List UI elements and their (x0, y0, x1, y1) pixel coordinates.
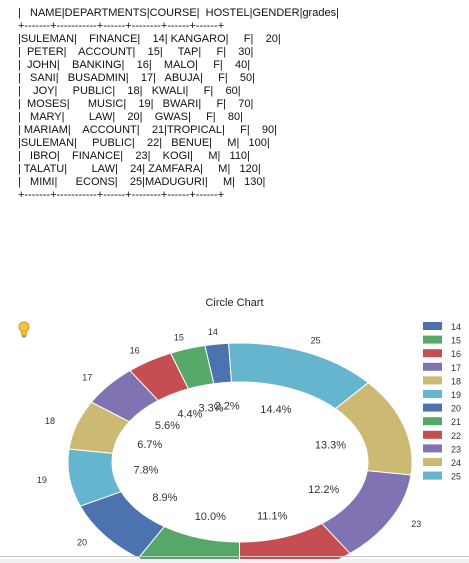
legend-swatch (423, 444, 442, 453)
table-line: | MARY| LAW| 20| GWAS| F| 80| (18, 111, 243, 123)
legend-label: 15 (451, 336, 461, 346)
outer-label: 23 (411, 519, 421, 529)
legend-label: 22 (451, 431, 461, 441)
table-header-line: | NAME|DEPARTMENTS|COURSE| HOSTEL|GENDER… (18, 7, 339, 19)
legend-label: 24 (451, 458, 461, 468)
outer-label: 15 (174, 332, 184, 342)
outer-label: 18 (45, 416, 55, 426)
table-line: | SANI| BUSADMIN| 17| ABUJA| F| 50| (18, 72, 256, 84)
legend-swatch (423, 430, 442, 439)
chart-legend: 14 15 16 17 18 19 20 21 22 23 24 25 (423, 322, 461, 482)
percent-label: 13.3% (315, 440, 346, 452)
legend-label: 19 (451, 390, 461, 400)
legend-label: 17 (451, 363, 461, 373)
table-line: | MIMI| ECONS| 25|MADUGURI| M| 130| (18, 176, 266, 188)
legend-label: 23 (451, 444, 461, 454)
outer-label: 17 (82, 372, 92, 382)
outer-label: 14 (208, 327, 218, 337)
donut-slice-25 (228, 342, 370, 410)
percent-label: 6.7% (137, 439, 162, 451)
legend-swatch (423, 471, 442, 480)
legend-label: 16 (451, 349, 461, 359)
table-line: +-------+-----------+------+--------+---… (18, 20, 225, 32)
legend-label: 21 (451, 417, 461, 427)
table-line: +-------+-----------+------+--------+---… (18, 189, 225, 201)
outer-label: 16 (130, 346, 140, 356)
lightbulb-icon (18, 321, 30, 338)
table-line: | PETER| ACCOUNT| 15| TAP| F| 30| (18, 46, 254, 58)
outer-label: 25 (311, 336, 321, 346)
legend-swatch (423, 349, 442, 358)
legend-swatch (423, 376, 442, 385)
percent-label: 10.0% (195, 511, 226, 523)
percent-label: 5.6% (155, 420, 180, 432)
percent-label: 14.4% (260, 404, 291, 416)
percent-label: 11.1% (257, 511, 288, 523)
table-line: | JOY| PUBLIC| 18| KWALI| F| 60| (18, 85, 241, 97)
percent-labels: 2.2%3.3%4.4%5.6% 6.7% 7.8% 8.9% 10.0% 11.1% 12… (133, 401, 346, 524)
table-line: | JOHN| BANKING| 16| MALO| F| 40| (18, 59, 251, 71)
legend-swatch (423, 322, 442, 330)
percent-label: 2.2% (215, 401, 240, 413)
scrollbar-track (0, 559, 469, 563)
legend-label: 25 (451, 472, 461, 482)
percent-label: 3.3% (198, 403, 223, 415)
table-line: | MARIAM| ACCOUNT| 21|TROPICAL| F| 90| (18, 124, 277, 136)
legend-swatch (423, 458, 442, 466)
legend-swatch (423, 335, 442, 344)
percent-label: 12.2% (308, 484, 339, 496)
bottom-divider (0, 556, 469, 557)
donut-slices (67, 342, 413, 563)
percent-label: 7.8% (133, 465, 158, 477)
console-output: | NAME|DEPARTMENTS|COURSE| HOSTEL|GENDER… (18, 7, 458, 202)
chart-title: Circle Chart (205, 297, 264, 309)
outer-label: 20 (77, 537, 87, 547)
table-line: | IBRO| FINANCE| 23| KOGI| M| 110| (18, 150, 250, 162)
percent-label: 8.9% (152, 492, 177, 504)
legend-label: 18 (451, 376, 461, 386)
table-line: | TALATU| LAW| 24| ZAMFARA| M| 120| (18, 163, 261, 175)
table-line: |SULEMAN| PUBLIC| 22| BENUE| M| 100| (18, 137, 270, 149)
legend-label: 14 (451, 322, 461, 332)
legend-swatch (423, 417, 442, 426)
legend-swatch (423, 390, 442, 398)
table-line: | MOSES| MUSIC| 19| BWARI| F| 70| (18, 98, 254, 110)
outer-label: 19 (37, 475, 47, 485)
legend-swatch (423, 403, 442, 412)
table-line: |SULEMAN| FINANCE| 14| KANGARO| F| 20| (18, 33, 281, 45)
legend-label: 20 (451, 404, 461, 414)
percent-label: 4.4% (177, 409, 202, 421)
legend-swatch (423, 362, 442, 371)
